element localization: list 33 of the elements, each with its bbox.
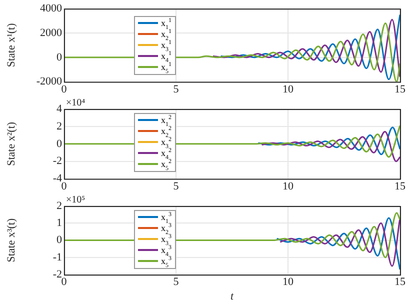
x-tick-label: 10 (282, 180, 294, 192)
x-tick-label: 5 (173, 180, 180, 192)
y-tick-label: 4 (56, 102, 62, 115)
y-tick-label: 0 (56, 234, 62, 246)
x-tick-label: 5 (173, 83, 180, 96)
text: ×10⁵ (66, 194, 86, 206)
text: ×10⁴ (66, 98, 86, 109)
x-tick-label: 10 (282, 276, 294, 288)
y-tick-label: 4000 (40, 2, 62, 14)
y-tick-label: -2 (52, 155, 62, 168)
x-tick-label: 15 (394, 180, 406, 192)
y-tick-label: 2 (56, 200, 62, 212)
x-tick-label: 15 (394, 276, 406, 288)
y-tick-label: -4 (52, 172, 62, 185)
line-series (64, 212, 400, 258)
y-tick-label: -1 (52, 251, 62, 264)
y-tick-label: -2 (52, 268, 62, 280)
y-tick-label: 2 (56, 120, 62, 132)
x-tick-label: 5 (173, 276, 180, 288)
line-series (64, 124, 400, 158)
line-series (257, 126, 400, 156)
y-axis-title: State x²(t) (5, 122, 18, 166)
y-tick-label: 2000 (40, 26, 62, 39)
y-axis-title: State x³(t) (5, 218, 18, 262)
y-tick-label: 1 (56, 217, 62, 230)
y-axis-title: State x¹(t) (5, 22, 18, 68)
y-tick-label: 0 (56, 51, 62, 64)
y-tick-label: -2000 (36, 76, 62, 88)
line-series (261, 130, 400, 162)
x-tick-label: 15 (394, 83, 406, 96)
x-tick-label: 10 (282, 83, 294, 96)
x-axis-title: t (230, 290, 234, 302)
y-tick-label: 0 (56, 138, 62, 150)
